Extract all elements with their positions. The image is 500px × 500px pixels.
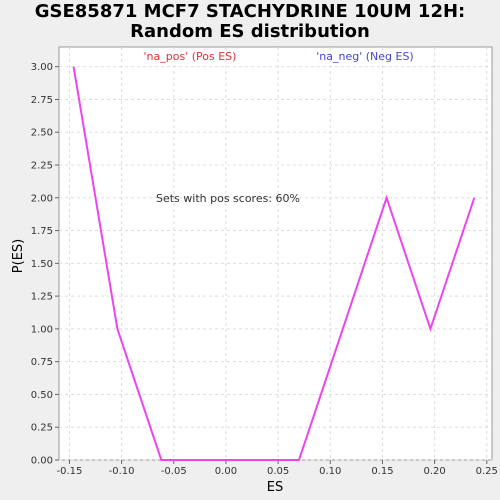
y-tick-label: 1.75 — [31, 226, 53, 237]
pos-es-legend-label: 'na_pos' (Pos ES) — [144, 50, 237, 63]
y-tick-label: 0.25 — [31, 423, 53, 434]
y-tick-label: 0.75 — [31, 357, 53, 368]
y-tick-label: 1.25 — [31, 292, 53, 303]
x-tick-label: 0.20 — [423, 466, 445, 477]
x-tick-label: -0.15 — [56, 466, 82, 477]
y-axis: 0.00 0.25 0.50 0.75 1.00 1.25 1.50 1.75 2.00 2.25… — [31, 62, 59, 467]
y-tick-label: 1.50 — [31, 259, 53, 270]
x-axis: -0.15 -0.10 -0.05 0.00 0.05 0.10 0.15 0.20 0.25 — [56, 460, 498, 477]
chart-title-line-2: Random ES distribution — [130, 21, 370, 42]
x-tick-label: 0.15 — [371, 466, 393, 477]
y-tick-label: 2.75 — [31, 95, 53, 106]
y-tick-label: 1.00 — [31, 324, 53, 335]
x-axis-label: ES — [267, 480, 283, 495]
x-gridlines — [68, 47, 488, 460]
plot-area — [58, 46, 493, 461]
y-tick-label: 2.25 — [31, 161, 53, 172]
y-tick-label: 2.00 — [31, 193, 53, 204]
y-tick-label: 3.00 — [31, 62, 53, 73]
chart-title-line-1: GSE85871 MCF7 STACHYDRINE 10UM 12H: — [34, 1, 466, 22]
neg-es-legend-label: 'na_neg' (Neg ES) — [316, 50, 413, 63]
y-axis-label: P(ES) — [11, 239, 26, 273]
es-distribution-line — [72, 66, 476, 461]
x-tick-label: 0.10 — [319, 466, 341, 477]
x-tick-label: -0.10 — [109, 466, 135, 477]
x-tick-label: 0.25 — [476, 466, 498, 477]
y-tick-label: 0.50 — [31, 390, 53, 401]
y-tick-label: 0.00 — [31, 456, 53, 467]
chart-title: GSE85871 MCF7 STACHYDRINE 10UM 12H: Rand… — [0, 2, 500, 42]
x-tick-label: 0.05 — [267, 466, 289, 477]
x-tick-label: 0.00 — [215, 466, 237, 477]
y-tick-label: 2.50 — [31, 128, 53, 139]
x-tick-label: -0.05 — [161, 466, 187, 477]
pos-score-annotation: Sets with pos scores: 60% — [156, 192, 300, 205]
series-layer — [72, 66, 476, 461]
